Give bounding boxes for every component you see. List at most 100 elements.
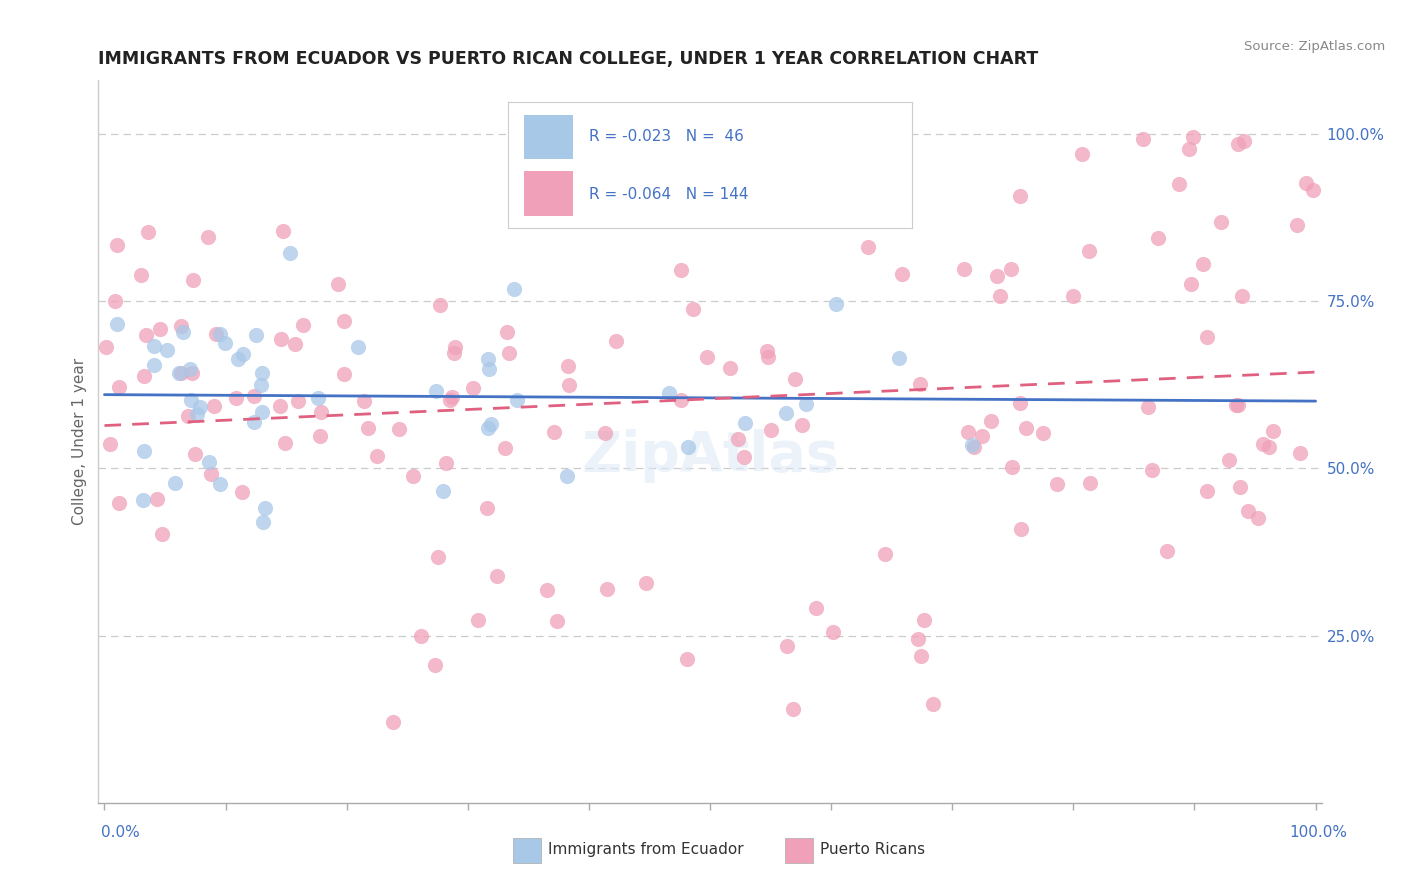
Point (135, 328, 157, 343)
Point (495, 325, 517, 339)
Point (105, 237, 128, 252)
Point (790, 417, 813, 432)
Point (761, 423, 783, 437)
Point (1225, 398, 1247, 412)
Point (794, 397, 817, 411)
Point (270, 332, 292, 346)
Point (1077, 244, 1099, 259)
Point (143, 339, 166, 353)
Point (1288, 446, 1310, 460)
Point (353, 394, 375, 409)
Point (1140, 462, 1163, 476)
Point (875, 547, 897, 561)
Point (1000, 261, 1022, 276)
Point (181, 366, 204, 380)
Point (242, 415, 264, 429)
Point (432, 484, 454, 499)
Point (536, 582, 558, 597)
Point (245, 328, 267, 343)
Point (1181, 130, 1204, 145)
Point (494, 441, 516, 455)
Point (658, 385, 681, 400)
Point (200, 467, 222, 481)
Point (1180, 277, 1202, 291)
Point (1062, 289, 1084, 303)
Point (347, 340, 370, 354)
Point (1227, 398, 1250, 412)
Point (434, 456, 457, 470)
Point (922, 697, 945, 711)
Point (718, 360, 741, 375)
Point (226, 352, 249, 367)
Point (146, 492, 169, 507)
Point (204, 326, 226, 341)
Point (498, 346, 520, 360)
Point (225, 391, 247, 405)
Point (775, 406, 797, 420)
Point (1046, 476, 1069, 491)
Point (696, 350, 718, 364)
Point (132, 369, 155, 384)
Point (214, 335, 236, 350)
Point (1209, 214, 1232, 228)
Point (557, 359, 579, 374)
Point (149, 322, 172, 336)
Point (486, 568, 509, 582)
Point (411, 629, 433, 643)
Point (357, 421, 380, 435)
Point (962, 438, 984, 452)
Point (953, 261, 976, 276)
Point (1258, 440, 1281, 454)
Point (1253, 437, 1275, 451)
Point (309, 405, 332, 419)
Point (477, 351, 499, 366)
Point (1302, 183, 1324, 197)
Point (132, 492, 155, 507)
Point (907, 632, 929, 646)
Point (555, 468, 578, 483)
Point (467, 613, 489, 627)
Point (104, 293, 127, 308)
Point (1168, 177, 1191, 191)
Point (479, 417, 502, 432)
Point (152, 527, 174, 541)
Point (671, 262, 693, 277)
Point (243, 389, 266, 403)
Point (142, 358, 165, 372)
Point (823, 625, 845, 640)
Point (443, 345, 465, 359)
Point (1285, 218, 1308, 232)
Point (986, 268, 1008, 283)
Point (250, 405, 273, 419)
Text: ZipAtlas: ZipAtlas (581, 429, 839, 483)
Point (910, 648, 932, 663)
Point (1233, 134, 1256, 148)
Text: Source: ZipAtlas.com: Source: ZipAtlas.com (1244, 40, 1385, 54)
Point (475, 500, 498, 515)
Point (988, 289, 1011, 303)
Point (980, 414, 1002, 428)
Point (134, 444, 156, 458)
Point (425, 658, 447, 673)
Point (1132, 132, 1154, 146)
Point (1008, 396, 1031, 410)
Point (506, 393, 529, 408)
Point (1136, 401, 1159, 415)
Point (830, 183, 852, 197)
Point (678, 440, 700, 454)
Point (956, 425, 979, 439)
Point (1195, 329, 1218, 343)
Point (271, 224, 294, 238)
Point (1010, 522, 1032, 536)
Point (477, 421, 499, 435)
Point (676, 651, 699, 665)
Point (755, 343, 778, 358)
Point (250, 378, 273, 392)
Point (186, 408, 208, 422)
Point (1237, 504, 1260, 518)
Point (856, 240, 879, 254)
Point (307, 391, 329, 405)
Point (108, 496, 131, 510)
Point (429, 298, 451, 312)
Point (605, 334, 627, 348)
